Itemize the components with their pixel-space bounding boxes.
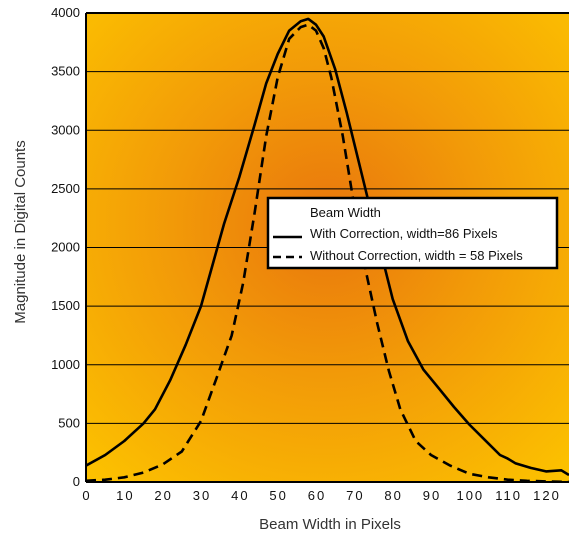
y-tick-label: 2500 [51,181,80,196]
series-line-with-correction [86,17,569,477]
x-tick-label: 100 [456,488,484,503]
x-tick-label: 80 [384,488,402,503]
x-tick-label: 60 [308,488,326,503]
y-tick-label: 1500 [51,298,80,313]
x-tick-label: 50 [269,488,287,503]
y-axis-title: Magnitude in Digital Counts [12,140,29,323]
gridlines [86,71,569,424]
legend-entry-with-correction: With Correction, width=86 Pixels [310,226,498,241]
legend-title: Beam Width [310,205,381,220]
x-tick-label: 70 [346,488,364,503]
x-tick-label: 110 [495,488,522,503]
y-tick-label: 3500 [51,64,80,79]
y-tick-labels: 0 500 1000 1500 2000 2500 3000 3500 4000 [51,5,80,489]
y-tick-label: 0 [73,474,80,489]
x-tick-label: 120 [533,488,561,503]
x-axis-title: Beam Width in Pixels [259,516,401,533]
y-tick-label: 1000 [51,357,80,372]
legend-box [266,196,559,270]
legend-entry-without-correction: Without Correction, width = 58 Pixels [310,248,523,263]
x-tick-label: 40 [231,488,249,503]
y-tick-label: 3000 [51,122,80,137]
y-tick-label: 4000 [51,5,80,20]
x-tick-label: 90 [423,488,441,503]
y-tick-label: 2000 [51,240,80,255]
x-tick-label: 0 [82,488,91,503]
series-lines [86,17,569,482]
series-line-without-correction [86,23,569,482]
x-tick-label: 30 [193,488,211,503]
x-tick-labels: 0 10 20 30 40 50 60 70 80 90 100 110 120 [82,488,561,503]
y-tick-label: 500 [58,415,80,430]
x-tick-label: 10 [116,488,134,503]
legend: Beam Width With Correction, width=86 Pix… [266,196,559,270]
x-tick-label: 20 [154,488,172,503]
